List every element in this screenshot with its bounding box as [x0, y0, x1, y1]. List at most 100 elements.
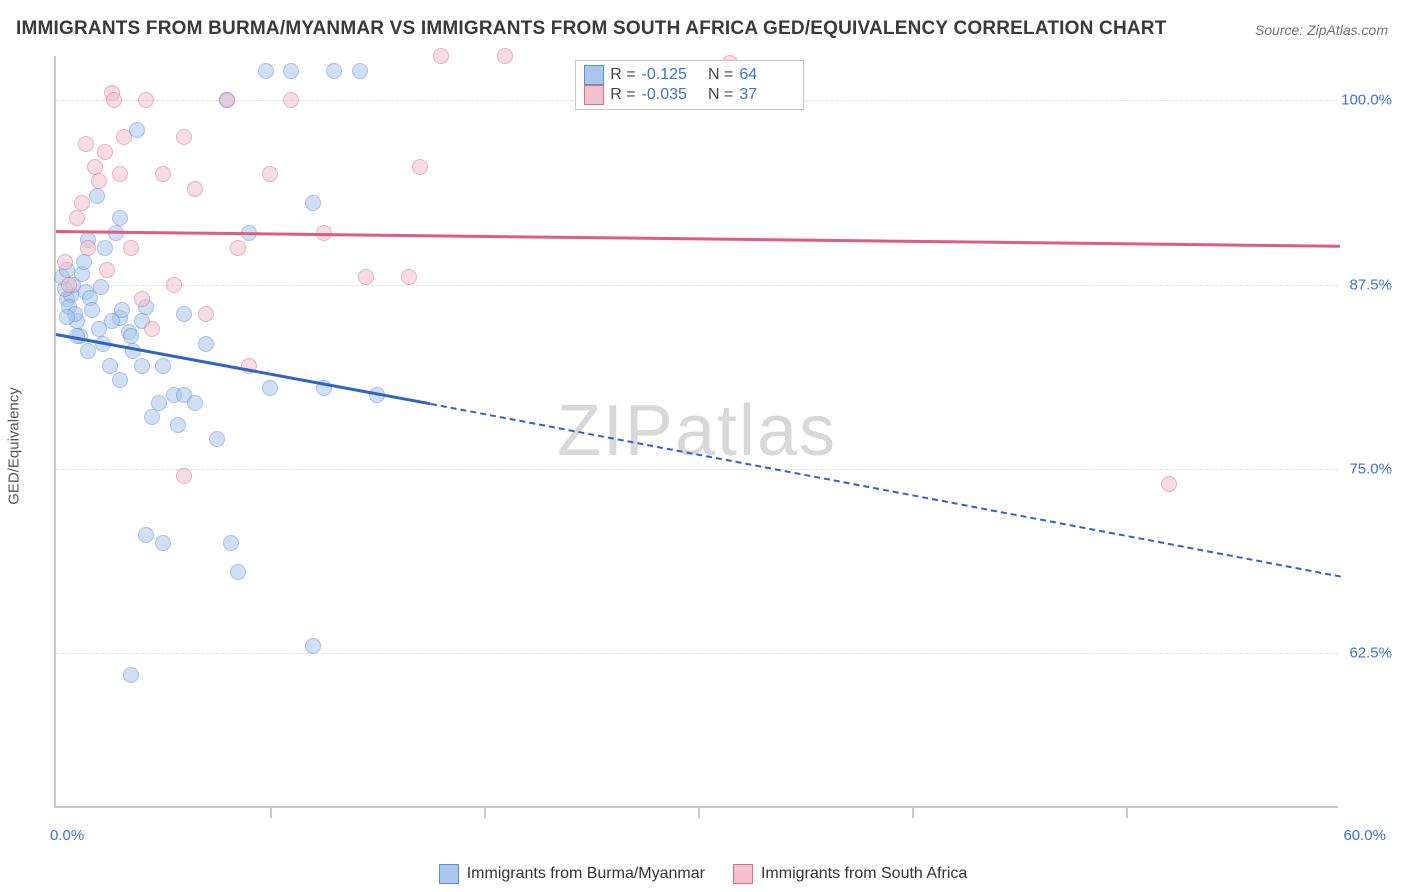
trend-line — [430, 403, 1340, 577]
watermark-atlas: atlas — [675, 391, 837, 471]
data-point — [155, 535, 171, 551]
n-label: N = — [704, 86, 734, 104]
data-point — [80, 343, 96, 359]
data-point — [223, 535, 239, 551]
gridline — [56, 285, 1338, 286]
data-point — [352, 63, 368, 79]
data-point — [99, 262, 115, 278]
data-point — [116, 129, 132, 145]
data-point — [61, 277, 77, 293]
data-point — [305, 638, 321, 654]
data-point — [326, 63, 342, 79]
data-point — [91, 173, 107, 189]
data-point — [134, 291, 150, 307]
data-point — [412, 159, 428, 175]
data-point — [84, 302, 100, 318]
data-point — [97, 144, 113, 160]
data-point — [93, 279, 109, 295]
data-point — [80, 240, 96, 256]
data-point — [138, 527, 154, 543]
data-point — [358, 269, 374, 285]
data-point — [198, 336, 214, 352]
r-label: R = — [610, 66, 635, 84]
plot-area: ZIPatlas 62.5%75.0%87.5%100.0%R = -0.125… — [54, 56, 1338, 808]
gridline — [56, 469, 1338, 470]
legend-item-1: Immigrants from South Africa — [733, 864, 967, 884]
data-point — [497, 48, 513, 64]
data-point — [155, 358, 171, 374]
data-point — [123, 240, 139, 256]
legend-label-1: Immigrants from South Africa — [761, 865, 967, 883]
data-point — [209, 431, 225, 447]
data-point — [76, 254, 92, 270]
n-value: 64 — [739, 66, 795, 84]
x-tick — [270, 806, 272, 818]
data-point — [166, 277, 182, 293]
data-point — [170, 417, 186, 433]
data-point — [262, 166, 278, 182]
source-label: Source: ZipAtlas.com — [1255, 22, 1388, 38]
r-value: -0.035 — [642, 86, 698, 104]
r-value: -0.125 — [642, 66, 698, 84]
data-point — [112, 210, 128, 226]
data-point — [69, 210, 85, 226]
data-point — [219, 92, 235, 108]
data-point — [123, 328, 139, 344]
stats-row: R = -0.035 N = 37 — [584, 85, 795, 105]
data-point — [230, 564, 246, 580]
data-point — [78, 136, 94, 152]
x-max-label: 60.0% — [1343, 827, 1386, 844]
stats-legend: R = -0.125 N = 64R = -0.035 N = 37 — [575, 60, 804, 110]
stats-swatch — [584, 65, 604, 85]
data-point — [198, 306, 214, 322]
gridline — [56, 653, 1338, 654]
stats-row: R = -0.125 N = 64 — [584, 65, 795, 85]
data-point — [230, 240, 246, 256]
data-point — [144, 321, 160, 337]
data-point — [176, 129, 192, 145]
data-point — [283, 63, 299, 79]
data-point — [57, 254, 73, 270]
watermark: ZIPatlas — [557, 390, 837, 472]
legend-label-0: Immigrants from Burma/Myanmar — [467, 865, 705, 883]
data-point — [112, 372, 128, 388]
data-point — [144, 409, 160, 425]
x-tick — [1126, 806, 1128, 818]
data-point — [433, 48, 449, 64]
data-point — [176, 468, 192, 484]
data-point — [305, 195, 321, 211]
data-point — [187, 395, 203, 411]
data-point — [1161, 476, 1177, 492]
y-tick-label: 87.5% — [1349, 276, 1392, 293]
x-min-label: 0.0% — [50, 827, 84, 844]
legend-swatch-0 — [439, 864, 459, 884]
data-point — [258, 63, 274, 79]
data-point — [176, 306, 192, 322]
x-tick — [912, 806, 914, 818]
data-point — [283, 92, 299, 108]
data-point — [262, 380, 278, 396]
x-tick — [484, 806, 486, 818]
y-tick-label: 75.0% — [1349, 460, 1392, 477]
data-point — [74, 195, 90, 211]
legend-item-0: Immigrants from Burma/Myanmar — [439, 864, 705, 884]
data-point — [112, 166, 128, 182]
chart-title: IMMIGRANTS FROM BURMA/MYANMAR VS IMMIGRA… — [16, 18, 1167, 40]
data-point — [104, 313, 120, 329]
data-point — [155, 166, 171, 182]
data-point — [123, 667, 139, 683]
n-label: N = — [704, 66, 734, 84]
data-point — [151, 395, 167, 411]
y-tick-label: 100.0% — [1341, 92, 1392, 109]
stats-swatch — [584, 85, 604, 105]
data-point — [138, 92, 154, 108]
legend-bottom: Immigrants from Burma/Myanmar Immigrants… — [0, 864, 1406, 884]
y-axis-title: GED/Equivalency — [6, 387, 23, 505]
r-label: R = — [610, 86, 635, 104]
data-point — [187, 181, 203, 197]
data-point — [401, 269, 417, 285]
n-value: 37 — [739, 86, 795, 104]
legend-swatch-1 — [733, 864, 753, 884]
data-point — [87, 159, 103, 175]
data-point — [102, 358, 118, 374]
